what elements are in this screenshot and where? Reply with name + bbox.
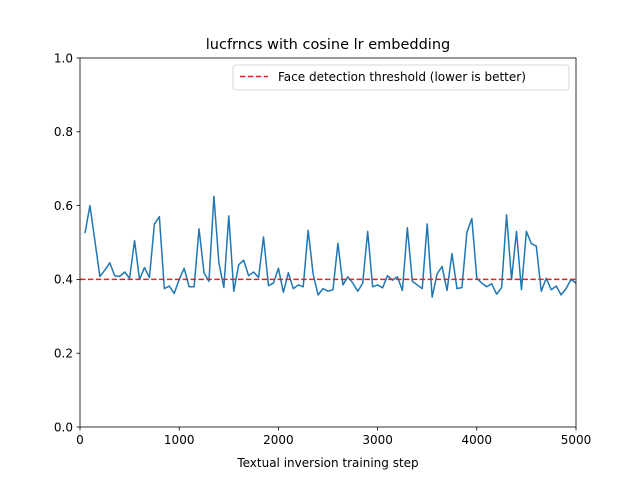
x-tick-label: 2000 (263, 433, 294, 447)
legend: Face detection threshold (lower is bette… (232, 64, 570, 91)
y-tick-label: 0.4 (54, 273, 73, 287)
chart-title: lucfrncs with cosine lr embedding (206, 37, 450, 53)
x-tick-label: 0 (76, 433, 84, 447)
x-tick-label: 1000 (164, 433, 195, 447)
legend-label: Face detection threshold (lower is bette… (278, 70, 526, 84)
y-tick-label: 0.0 (54, 420, 73, 434)
y-tick-label: 0.2 (54, 347, 73, 361)
x-tick-label: 5000 (561, 433, 592, 447)
axes-spines (79, 57, 577, 428)
y-tick-label: 1.0 (54, 51, 73, 65)
series-line (84, 195, 577, 298)
y-axis-ticks: 0.0 0.2 0.4 0.6 0.8 1.0 (54, 51, 80, 434)
x-axis-label: Textual inversion training step (236, 456, 418, 470)
x-tick-label: 4000 (462, 433, 493, 447)
y-tick-label: 0.8 (54, 125, 73, 139)
y-tick-label: 0.6 (54, 199, 73, 213)
x-axis-ticks: 0 1000 2000 3000 4000 5000 (76, 427, 591, 447)
plot-area (80, 195, 577, 298)
legend-box (232, 64, 570, 91)
axes-frame (79, 57, 577, 428)
x-tick-label: 3000 (362, 433, 393, 447)
